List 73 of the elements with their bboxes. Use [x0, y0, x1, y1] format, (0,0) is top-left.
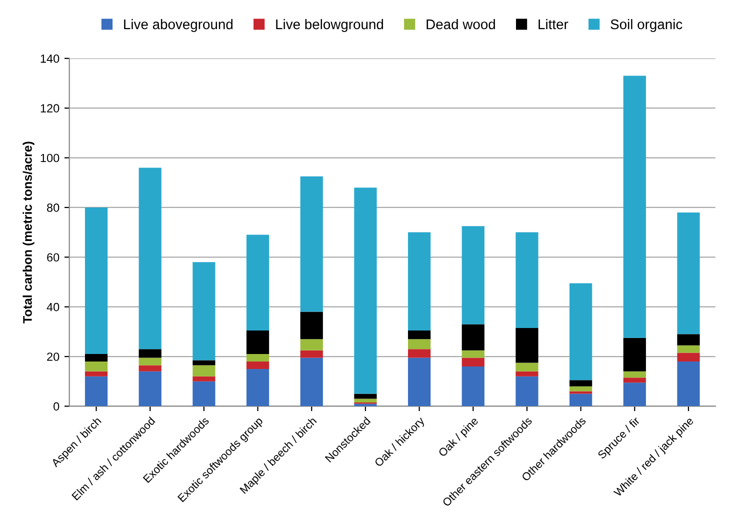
- bar: [354, 404, 377, 406]
- bar: [516, 376, 538, 406]
- bar: [623, 382, 646, 406]
- bar: [138, 358, 162, 366]
- bar: [408, 358, 431, 406]
- bar: [623, 338, 646, 372]
- bar: [354, 394, 377, 399]
- y-tick-label: 0: [54, 402, 60, 411]
- bar: [570, 394, 592, 406]
- bar: [570, 380, 592, 386]
- bar: [516, 232, 538, 328]
- bar: [84, 371, 108, 376]
- y-tick-label: 140: [40, 54, 60, 63]
- y-tick-label: 80: [47, 204, 60, 212]
- bar: [300, 339, 323, 350]
- legend-label: Live aboveground: [124, 19, 232, 32]
- legend-label: Live belowground: [276, 19, 384, 32]
- bar: [192, 376, 216, 382]
- bar: [300, 358, 323, 406]
- bar: [84, 361, 108, 372]
- bar: [462, 324, 484, 350]
- legend-label: Soil organic: [610, 19, 682, 32]
- bar: [84, 207, 108, 354]
- bar: [138, 349, 162, 358]
- bar: [677, 345, 700, 353]
- bar: [677, 212, 700, 334]
- bar: [192, 262, 216, 360]
- bar: [354, 188, 377, 394]
- bar: [462, 226, 484, 324]
- bar: [516, 371, 538, 376]
- y-tick-label: 60: [47, 253, 60, 262]
- bar: [623, 371, 646, 378]
- y-axis-title: Total carbon (metric tons/acre): [22, 142, 34, 324]
- bar: [516, 362, 538, 372]
- bar: [408, 330, 431, 340]
- bar: [246, 234, 270, 330]
- bar: [192, 360, 216, 366]
- y-tick-label: 100: [40, 154, 60, 162]
- bar: [462, 358, 484, 366]
- bar: [408, 339, 431, 350]
- bar: [138, 371, 162, 406]
- bar: [192, 365, 216, 376]
- bar: [138, 365, 162, 372]
- bar: [408, 349, 431, 358]
- bar: [462, 366, 484, 406]
- bar: [246, 330, 270, 354]
- bar: [570, 283, 592, 380]
- bar: [462, 350, 484, 358]
- bar: [570, 391, 592, 394]
- bar: [354, 398, 377, 402]
- bar: [300, 176, 323, 312]
- bar: [408, 232, 431, 330]
- y-tick-label: 120: [40, 104, 60, 112]
- bar: [246, 354, 270, 362]
- bar: [300, 350, 323, 358]
- bar: [570, 386, 592, 392]
- legend-label: Litter: [538, 19, 568, 30]
- bar: [677, 352, 700, 362]
- y-tick-label: 40: [46, 302, 60, 312]
- bar: [300, 312, 323, 340]
- bar: [623, 378, 646, 383]
- bar: [677, 361, 700, 406]
- legend-label: Dead wood: [426, 19, 495, 30]
- bar: [246, 361, 270, 369]
- bar: [84, 354, 108, 362]
- bar: [516, 328, 538, 363]
- y-tick-label: 20: [47, 352, 60, 361]
- bar: [192, 381, 216, 406]
- bar: [84, 376, 108, 406]
- bar: [246, 368, 270, 406]
- bar: [138, 168, 162, 350]
- bar: [623, 76, 646, 338]
- bar: [677, 334, 700, 346]
